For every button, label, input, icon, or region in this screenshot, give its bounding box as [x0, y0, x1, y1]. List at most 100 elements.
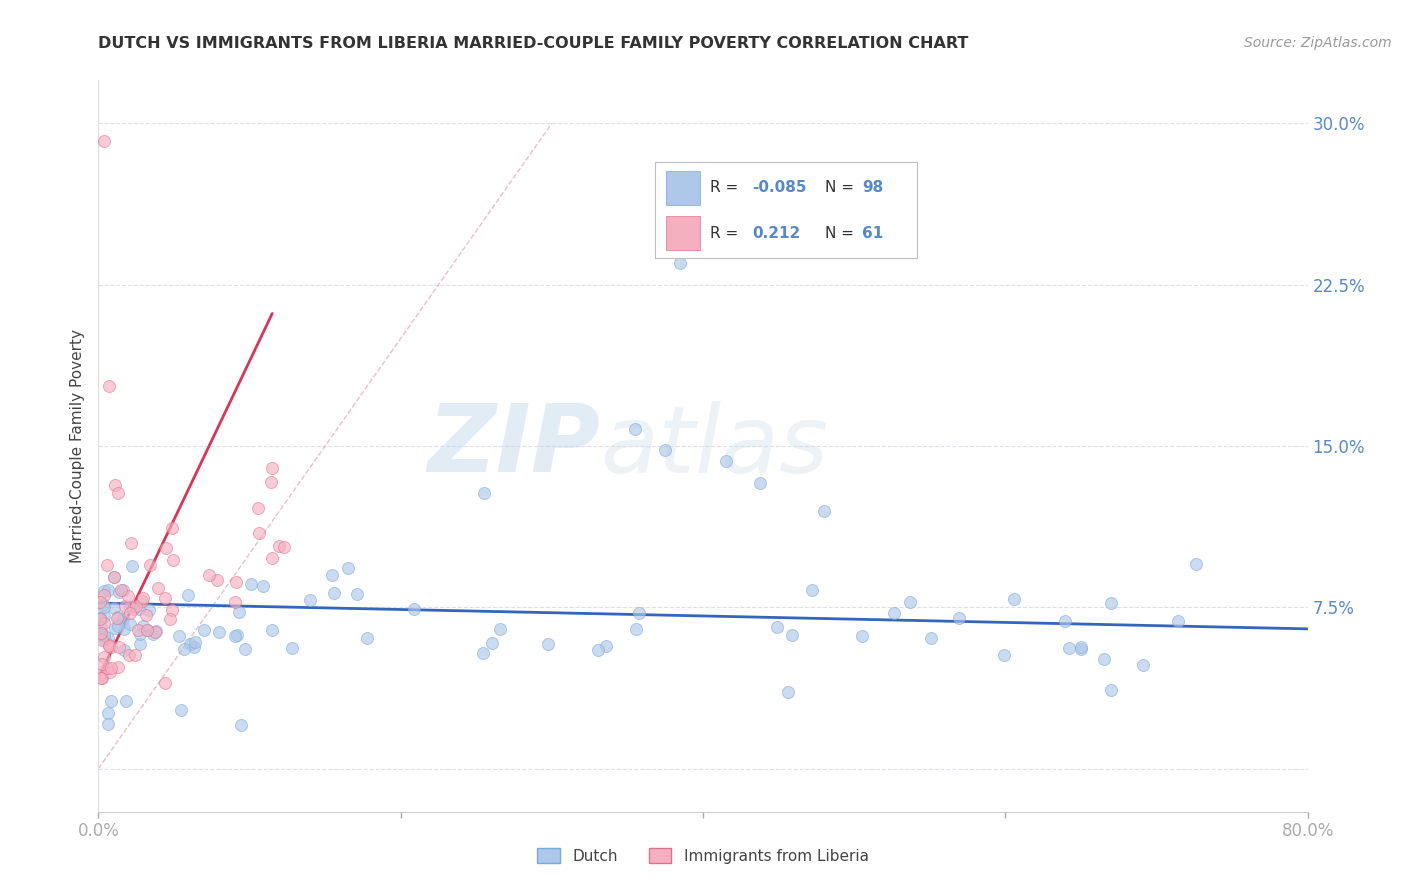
Legend: Dutch, Immigrants from Liberia: Dutch, Immigrants from Liberia: [531, 842, 875, 870]
Point: [851, 629, 873, 643]
Point: [104, 477, 127, 491]
Point: [177, 588, 200, 602]
Point: [537, 638, 560, 652]
Point: [105, 611, 128, 625]
Point: [96, 661, 118, 675]
Point: [93, 583, 115, 598]
Point: [145, 624, 167, 638]
Point: [124, 648, 146, 662]
Point: [481, 636, 503, 650]
Point: [135, 607, 157, 622]
Point: [108, 640, 131, 654]
Text: 61: 61: [862, 226, 883, 241]
Point: [669, 256, 692, 270]
Point: [179, 637, 201, 651]
Text: -0.085: -0.085: [752, 180, 807, 195]
Point: [260, 551, 283, 566]
Point: [1184, 557, 1206, 571]
Point: [627, 606, 650, 620]
Point: [472, 486, 495, 500]
Point: [298, 592, 321, 607]
Point: [143, 624, 166, 639]
Point: [800, 583, 823, 598]
Point: [1070, 640, 1092, 654]
Point: [336, 560, 359, 574]
Point: [226, 628, 249, 642]
Point: [1132, 657, 1154, 672]
Point: [224, 629, 246, 643]
Point: [96, 558, 118, 572]
Point: [97, 638, 120, 652]
Point: [90, 671, 112, 685]
Point: [224, 595, 246, 609]
Point: [247, 526, 270, 541]
Point: [138, 603, 160, 617]
Point: [107, 610, 129, 624]
Point: [813, 503, 835, 517]
Point: [153, 676, 176, 690]
Point: [114, 599, 136, 613]
Point: [127, 623, 149, 637]
Point: [91, 657, 114, 672]
Text: N =: N =: [825, 226, 859, 241]
Point: [898, 595, 921, 609]
Point: [100, 694, 122, 708]
Point: [173, 642, 195, 657]
Point: [1053, 614, 1076, 628]
Point: [93, 628, 115, 642]
Point: [93, 600, 115, 615]
Point: [131, 594, 153, 608]
Point: [120, 536, 142, 550]
Point: [132, 591, 155, 606]
Point: [89, 627, 111, 641]
Point: [114, 694, 136, 708]
Point: [124, 599, 146, 613]
Point: [117, 589, 139, 603]
Point: [323, 586, 346, 600]
Point: [91, 597, 114, 611]
Point: [118, 599, 141, 614]
Point: [160, 521, 183, 535]
FancyBboxPatch shape: [665, 216, 700, 251]
Point: [1059, 640, 1081, 655]
Point: [100, 665, 122, 679]
Text: 98: 98: [862, 180, 883, 195]
Point: [129, 637, 152, 651]
Point: [97, 640, 120, 654]
Point: [247, 500, 270, 515]
Point: [89, 668, 111, 682]
Point: [346, 587, 368, 601]
Point: [146, 582, 169, 596]
Point: [883, 606, 905, 620]
Point: [97, 706, 120, 720]
Point: [273, 540, 295, 554]
Point: [111, 583, 134, 598]
Point: [193, 624, 215, 638]
Point: [776, 685, 799, 699]
Point: [207, 573, 229, 587]
Point: [208, 625, 231, 640]
Point: [107, 619, 129, 633]
Point: [107, 659, 129, 673]
Point: [97, 631, 120, 645]
Point: [93, 615, 115, 630]
Point: [136, 624, 159, 638]
Point: [104, 621, 127, 635]
Point: [198, 568, 221, 582]
Point: [624, 622, 647, 636]
Point: [231, 718, 253, 732]
Point: [183, 640, 205, 654]
Point: [138, 558, 160, 573]
Point: [135, 623, 157, 637]
Point: [97, 583, 120, 598]
Point: [91, 671, 114, 685]
Point: [1092, 652, 1115, 666]
Point: [128, 602, 150, 616]
Text: Source: ZipAtlas.com: Source: ZipAtlas.com: [1244, 36, 1392, 50]
Point: [1070, 642, 1092, 657]
Point: [90, 620, 112, 634]
Text: R =: R =: [710, 226, 744, 241]
Point: [142, 627, 165, 641]
Point: [252, 579, 274, 593]
Point: [159, 612, 181, 626]
